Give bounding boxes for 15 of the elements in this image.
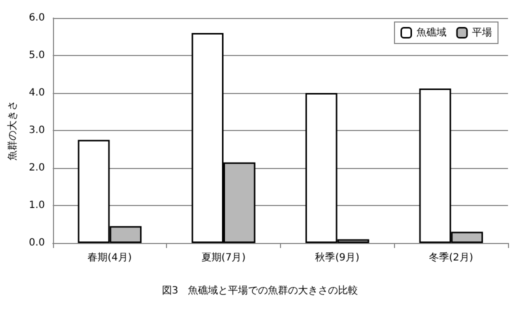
y-tick-label: 3.0 (28, 125, 45, 136)
x-tick-label: 冬季(2月) (429, 252, 474, 264)
y-tick-label: 2.0 (28, 162, 45, 174)
x-tick-label: 夏期(7月) (201, 252, 246, 264)
y-tick-label: 5.0 (28, 50, 45, 61)
text: 図3 魚礁域と平場での魚群の大きさの比較 (162, 284, 358, 296)
y-tick-label: 0.0 (28, 238, 45, 248)
y-tick-label: 6.0 (28, 12, 45, 24)
y-axis-title: 魚群の大きさ (6, 100, 18, 160)
legend-label: 魚礁域 (416, 26, 446, 38)
y-tick-label: 4.0 (28, 88, 45, 98)
legend-label: 平場 (472, 26, 492, 38)
x-tick-label: 春期(4月) (88, 252, 132, 264)
y-tick-label: 1.0 (28, 200, 45, 211)
x-tick-label: 秋季(9月) (315, 252, 360, 264)
